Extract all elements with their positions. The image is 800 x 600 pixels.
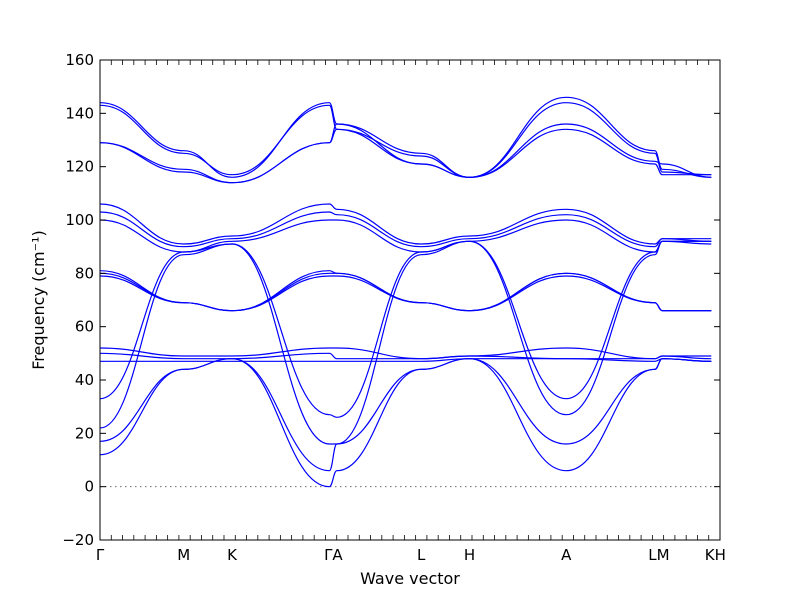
band-line: [99, 128, 712, 184]
x-tick-label: Γ: [96, 546, 105, 564]
y-tick-label: 100: [65, 211, 94, 229]
band-line: [99, 203, 712, 245]
y-tick-label: 0: [84, 478, 94, 496]
x-tick-label: ΓA: [324, 546, 343, 564]
series-group: [99, 96, 712, 488]
y-axis-title: Frequency (cm⁻¹): [29, 230, 48, 369]
y-axis-ticks: −20 0 20 40 60 80 100 120 140 160: [62, 51, 720, 549]
x-axis-ticks: Γ M K ΓA L H A LM KH: [96, 60, 726, 564]
band-line: [99, 102, 712, 178]
plot-area: [100, 60, 720, 540]
x-tick-label: A: [561, 546, 572, 564]
band-line: [99, 211, 712, 248]
band-line: [99, 352, 712, 360]
band-line: [99, 96, 712, 178]
band-line: [99, 240, 712, 445]
plot-frame: [99, 59, 721, 541]
y-tick-label: −20: [62, 531, 94, 549]
x-tick-label: H: [464, 546, 475, 564]
x-tick-label: KH: [705, 546, 726, 564]
x-tick-label: K: [227, 546, 238, 564]
y-tick-label: 40: [75, 371, 94, 389]
y-tick-label: 140: [65, 104, 94, 122]
band-line: [99, 275, 712, 312]
y-tick-label: 120: [65, 158, 94, 176]
y-tick-label: 80: [75, 264, 94, 282]
x-tick-label: L: [417, 546, 426, 564]
x-tick-label: LM: [648, 546, 669, 564]
x-tick-label: M: [177, 546, 190, 564]
x-axis-title: Wave vector: [360, 569, 460, 588]
y-tick-label: 160: [65, 51, 94, 69]
band-line: [99, 358, 712, 488]
y-tick-label: 20: [75, 424, 94, 442]
y-tick-label: 60: [75, 318, 94, 336]
band-line: [99, 240, 712, 418]
